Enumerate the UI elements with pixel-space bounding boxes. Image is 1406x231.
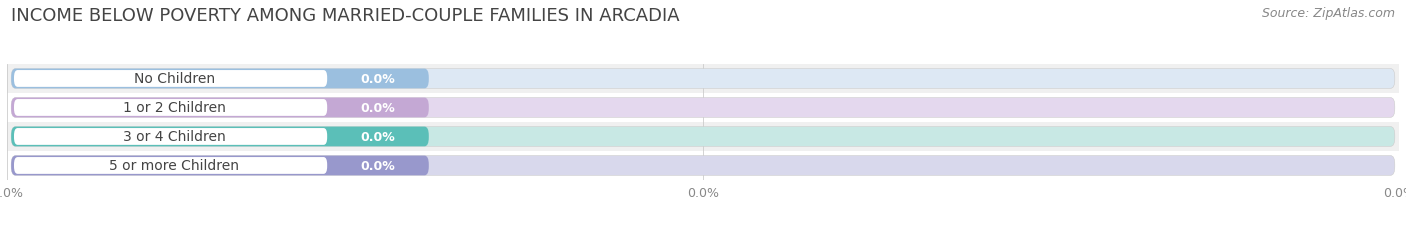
FancyBboxPatch shape [11, 98, 1395, 118]
Bar [7, 151, 1399, 180]
Text: 0.0%: 0.0% [360, 73, 395, 86]
Text: INCOME BELOW POVERTY AMONG MARRIED-COUPLE FAMILIES IN ARCADIA: INCOME BELOW POVERTY AMONG MARRIED-COUPL… [11, 7, 681, 25]
Bar [7, 94, 1399, 122]
Text: No Children: No Children [134, 72, 215, 86]
FancyBboxPatch shape [11, 127, 429, 147]
Text: 1 or 2 Children: 1 or 2 Children [122, 101, 225, 115]
FancyBboxPatch shape [11, 156, 1395, 176]
Text: 0.0%: 0.0% [360, 130, 395, 143]
FancyBboxPatch shape [14, 71, 328, 88]
Text: 5 or more Children: 5 or more Children [110, 159, 239, 173]
Text: Source: ZipAtlas.com: Source: ZipAtlas.com [1261, 7, 1395, 20]
Text: 3 or 4 Children: 3 or 4 Children [122, 130, 225, 144]
FancyBboxPatch shape [11, 69, 429, 89]
FancyBboxPatch shape [14, 157, 328, 174]
FancyBboxPatch shape [11, 69, 1395, 89]
Bar [7, 122, 1399, 151]
FancyBboxPatch shape [14, 100, 328, 116]
FancyBboxPatch shape [14, 128, 328, 145]
Text: 0.0%: 0.0% [360, 101, 395, 115]
Bar [7, 65, 1399, 94]
FancyBboxPatch shape [11, 98, 429, 118]
Text: 0.0%: 0.0% [360, 159, 395, 172]
FancyBboxPatch shape [11, 127, 1395, 147]
FancyBboxPatch shape [11, 156, 429, 176]
